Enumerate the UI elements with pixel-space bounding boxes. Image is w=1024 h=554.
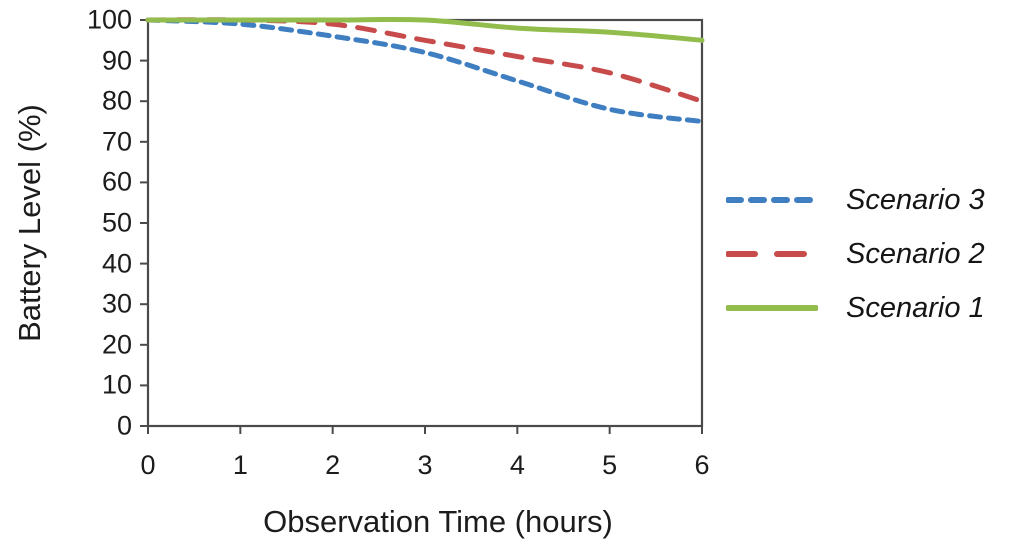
y-tick-label: 80 <box>101 85 132 116</box>
legend-item-scenario-2: Scenario 2 <box>726 236 985 272</box>
x-tick-label: 2 <box>325 450 341 480</box>
series-line-scenario-1 <box>145 16 705 43</box>
plot-frame <box>146 18 704 428</box>
x-tick-label: 1 <box>232 450 248 480</box>
y-tick-label: 0 <box>116 410 132 441</box>
y-tick-label: 30 <box>101 288 132 319</box>
x-tick-label: 5 <box>602 450 618 480</box>
legend-item-scenario-1: Scenario 1 <box>726 290 985 326</box>
legend-line-swatch <box>726 197 818 203</box>
y-tick-label: 70 <box>101 126 132 157</box>
legend-line-swatch <box>726 305 818 311</box>
x-tick-label: 0 <box>140 450 156 480</box>
y-tick-label: 50 <box>101 207 132 238</box>
x-tick-label: 4 <box>509 450 525 480</box>
series-line-scenario-3 <box>145 17 705 124</box>
x-tick-label: 3 <box>417 450 433 480</box>
y-tick-label: 10 <box>101 369 132 400</box>
y-tick-label: 90 <box>101 45 132 76</box>
y-tick-label: 40 <box>101 248 132 279</box>
y-tick-label: 100 <box>86 4 132 35</box>
legend-item-scenario-3: Scenario 3 <box>726 182 985 218</box>
legend-label: Scenario 3 <box>846 183 985 216</box>
x-axis-title: Observation Time (hours) <box>263 504 613 539</box>
y-tick-label: 60 <box>101 166 132 197</box>
y-tick-label: 20 <box>101 329 132 360</box>
legend-line-swatch <box>726 251 818 257</box>
legend-label: Scenario 1 <box>846 291 985 324</box>
legend-label: Scenario 2 <box>846 237 985 270</box>
x-tick-label: 6 <box>694 450 710 480</box>
